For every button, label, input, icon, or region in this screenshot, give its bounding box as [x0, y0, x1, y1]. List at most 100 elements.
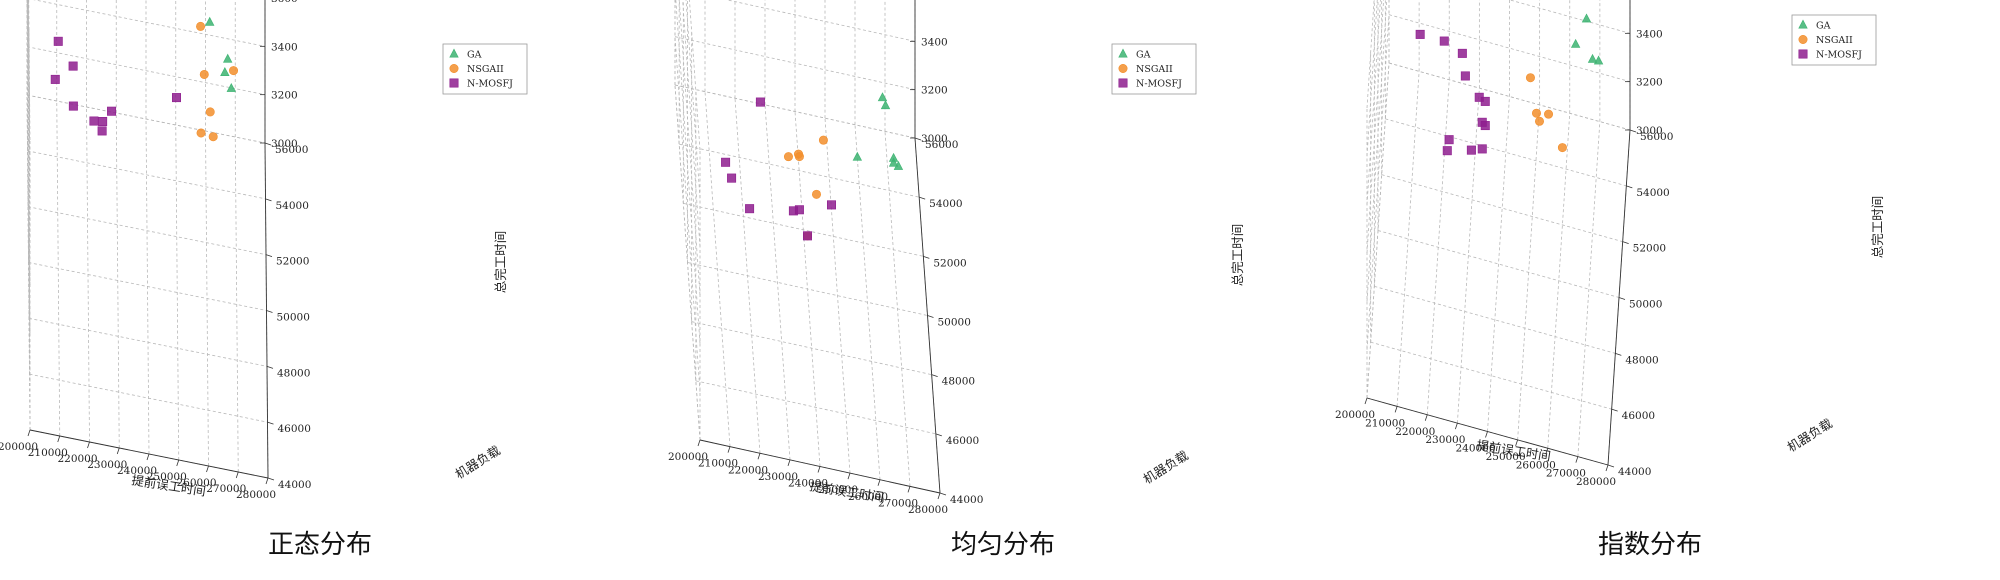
y-axis-label: 机器负载: [1784, 415, 1835, 454]
series-ga: [852, 92, 904, 170]
side-wall-grid-line-z: [27, 0, 31, 189]
y-tick-mark: [267, 421, 274, 425]
back-wall-grid-line-z: [674, 36, 916, 91]
data-point-square: [1415, 29, 1425, 39]
y-tick-mark: [1626, 185, 1633, 189]
side-wall-grid-line-z: [685, 0, 701, 199]
side-wall-grid-line-z: [26, 94, 31, 431]
back-wall-grid-line-z: [26, 94, 266, 144]
x-tick-mark: [727, 446, 731, 453]
x-tick-label: 230000: [758, 471, 798, 483]
data-point-circle: [818, 135, 828, 145]
data-point-circle: [196, 128, 206, 138]
data-point-circle: [229, 66, 239, 76]
x-tick-mark: [937, 492, 941, 500]
series-n-mosfj: [1415, 29, 1490, 156]
z-tick-label: 3000: [271, 138, 298, 150]
floor-grid-line-y: [695, 380, 936, 435]
y-tick-mark: [919, 196, 926, 200]
y-tick-label: 50000: [277, 312, 310, 324]
legend-marker-triangle: [1118, 48, 1128, 58]
side-wall-grid-line-z: [1366, 0, 1385, 254]
y-tick-label: 50000: [938, 317, 971, 329]
legend: GA NSGAII N-MOSFJ: [1111, 43, 1197, 95]
z-tick-label: 3400: [271, 41, 298, 53]
back-wall-grid-line-z: [725, 0, 916, 42]
y-tick-mark: [939, 492, 947, 496]
floor-grid-line-x: [115, 112, 120, 449]
data-point-circle: [205, 107, 215, 117]
y-tick-label: 52000: [933, 257, 966, 269]
x-tick-label: 230000: [87, 459, 127, 471]
back-wall-grid-line-z: [26, 46, 266, 96]
side-wall-grid-line-z: [675, 0, 701, 344]
data-point-triangle: [1581, 13, 1592, 23]
x-tick-mark: [847, 472, 851, 480]
data-point-square: [1457, 48, 1467, 58]
data-point-triangle: [852, 151, 863, 161]
side-wall-grid-line-z: [674, 36, 701, 392]
floor-grid-line-y: [28, 262, 267, 311]
x-tick-mark: [1394, 406, 1398, 413]
side-wall-grid-line-z: [678, 0, 701, 296]
side-wall-grid-line-z: [27, 0, 31, 237]
data-point-square: [1466, 145, 1476, 155]
x-tick-mark: [1515, 439, 1519, 447]
data-point-triangle: [880, 100, 891, 110]
series-ga: [205, 16, 236, 92]
y-tick-label: 48000: [942, 376, 975, 388]
data-point-circle: [196, 21, 206, 31]
y-tick-mark: [927, 315, 934, 318]
floor-grid-line-y: [27, 206, 267, 256]
data-point-triangle: [877, 92, 888, 102]
x-tick-mark: [1575, 456, 1579, 463]
x-tick-label: 210000: [698, 458, 738, 470]
data-point-square: [68, 101, 78, 111]
x-tick-mark: [116, 447, 120, 455]
x-tick-label: 220000: [57, 453, 97, 465]
y-tick-mark: [1622, 241, 1629, 245]
x-tick-mark: [697, 439, 701, 447]
data-point-square: [1439, 36, 1449, 46]
y-tick-label: 46000: [1622, 410, 1655, 422]
data-point-square: [1477, 144, 1487, 154]
data-point-circle: [811, 189, 821, 199]
data-point-circle: [1534, 116, 1544, 126]
chart-title: 正态分布: [268, 530, 372, 560]
data-point-square: [107, 106, 117, 116]
chart-panel-1: 2000002100002200002300002400002500002600…: [0, 0, 528, 560]
x-tick-mark: [1364, 397, 1368, 405]
data-point-square: [172, 93, 182, 103]
y-tick-mark: [1629, 129, 1637, 133]
data-point-square: [1460, 71, 1470, 81]
floor-grid-line-y: [28, 317, 268, 367]
series-nsgaii: [783, 135, 828, 241]
chart-title: 指数分布: [1598, 530, 1702, 560]
data-point-circle: [199, 69, 209, 79]
z-tick-label: 3600: [271, 0, 298, 5]
x-tick-label: 280000: [236, 489, 276, 501]
y-tick-mark: [1618, 297, 1626, 300]
data-point-square: [98, 117, 108, 127]
y-tick-label: 50000: [1629, 299, 1662, 311]
x-tick-mark: [27, 429, 31, 437]
x-tick-mark: [146, 453, 150, 461]
y-tick-mark: [266, 365, 274, 369]
z-axis-label: 总完工时间: [493, 231, 508, 294]
data-point-circle: [1544, 109, 1554, 119]
data-point-circle: [1525, 73, 1535, 83]
y-tick-mark: [935, 433, 942, 437]
floor-grid-line-y: [683, 202, 924, 257]
z-axis-label: 总完工时间: [1870, 196, 1885, 259]
y-tick-mark: [914, 137, 922, 141]
y-tick-mark: [267, 477, 275, 481]
x-tick-mark: [206, 465, 209, 473]
y-tick-label: 52000: [276, 256, 309, 268]
back-wall-grid-line-z: [33, 0, 266, 47]
y-tick-label: 52000: [1633, 243, 1666, 255]
y-tick-mark: [931, 374, 938, 378]
side-wall-grid-line-z: [674, 84, 701, 441]
legend-marker-square: [449, 78, 459, 88]
data-point-square: [1444, 135, 1454, 145]
